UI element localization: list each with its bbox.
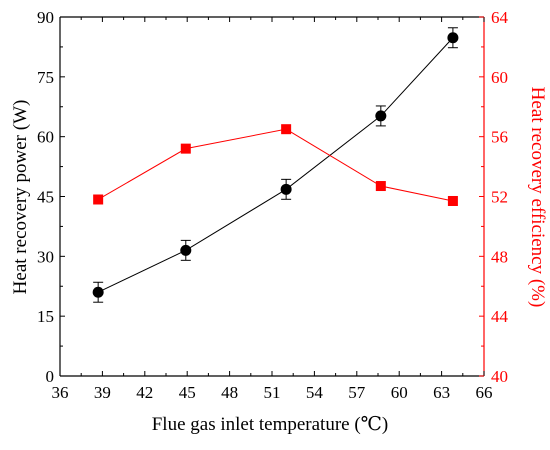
data-point-square: [375, 181, 386, 192]
data-point-square: [180, 143, 191, 154]
data-point-circle: [180, 244, 192, 256]
left-y-tick-label: 15: [37, 307, 54, 326]
right-series-line: [97, 128, 454, 202]
data-point-circle: [447, 32, 459, 44]
right-y-tick-label: 60: [491, 68, 508, 87]
plot-area: 36 39 42 45 48 51 54 57 60 63 66 0 15 30 45 60 75 90 40 44 4…: [37, 8, 509, 402]
right-y-tick-label: 56: [491, 128, 508, 147]
x-tick-label: 36: [52, 383, 69, 402]
data-point-circle: [92, 286, 104, 298]
data-point-square: [447, 195, 458, 206]
x-tick-label: 57: [348, 383, 366, 402]
left-y-tick-label: 45: [37, 188, 54, 207]
right-y-tick-label: 44: [491, 307, 509, 326]
x-tick-label: 60: [391, 383, 408, 402]
data-point-square: [93, 194, 104, 205]
x-tick-label: 54: [306, 383, 324, 402]
data-point-circle: [375, 110, 387, 122]
right-y-tick-label: 48: [491, 247, 508, 266]
left-series-line: [97, 37, 454, 293]
right-y-tick-label: 64: [491, 8, 509, 27]
x-tick-label: 63: [433, 383, 450, 402]
x-tick-label: 45: [179, 383, 196, 402]
left-y-tick-label: 90: [37, 8, 54, 27]
left-y-tick-label: 75: [37, 68, 54, 87]
left-y-tick-label: 60: [37, 128, 54, 147]
x-tick-label: 39: [94, 383, 111, 402]
right-y-axis-title: Heat recovery efficiency (%): [527, 87, 548, 308]
left-y-axis-title: Heat recovery power (W): [10, 100, 31, 295]
x-tick-label: 66: [476, 383, 493, 402]
right-y-tick-label: 52: [491, 188, 508, 207]
left-y-tick-label: 30: [37, 247, 54, 266]
x-tick-label: 42: [136, 383, 153, 402]
right-y-tick-label: 40: [491, 367, 508, 386]
data-point-circle: [280, 183, 292, 195]
x-axis-title: Flue gas inlet temperature (℃): [152, 414, 389, 435]
x-tick-label: 51: [264, 383, 281, 402]
data-point-square: [281, 124, 292, 135]
left-y-tick-label: 0: [46, 367, 55, 386]
x-tick-label: 48: [221, 383, 238, 402]
